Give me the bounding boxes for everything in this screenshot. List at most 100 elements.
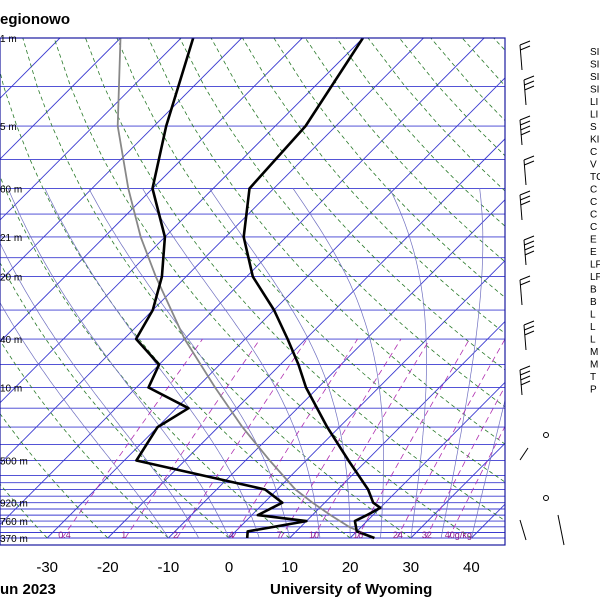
- moist-adiabat-line: [0, 301, 169, 539]
- wind-barb-feather: [520, 370, 531, 376]
- x-tick-label: -20: [97, 559, 119, 576]
- wind-barb-feather: [523, 75, 535, 81]
- wind-barb: [523, 324, 527, 351]
- index-label: SI: [590, 85, 599, 96]
- dry-adiabat-line: [242, 38, 505, 334]
- pressure-label: 500 m: [0, 457, 28, 468]
- dry-adiabat-line: [53, 38, 472, 539]
- index-label: LF: [590, 260, 600, 271]
- chart-frame: [0, 37, 506, 546]
- moist-adiabat-line: [440, 188, 484, 539]
- wind-barb-feather: [524, 245, 535, 251]
- plot-frame: [0, 37, 506, 546]
- mixing-ratio-line: [61, 338, 203, 539]
- wind-barb-feather: [520, 380, 531, 386]
- wind-barb-feather: [523, 155, 535, 161]
- isotherm-line: [349, 381, 505, 539]
- mixing-ratio-lines: [61, 338, 505, 539]
- isotherm-line: [410, 442, 505, 539]
- mixing-ratio-line: [356, 338, 470, 539]
- moist-adiabat-line: [0, 242, 200, 539]
- wind-barb-feather: [520, 125, 531, 131]
- dry-adiabat-line: [493, 38, 505, 51]
- wind-barb: [519, 279, 523, 306]
- wind-barb-feather: [519, 365, 531, 371]
- dry-adiabat-line: [525, 38, 600, 538]
- mixing-ratio-line: [425, 385, 505, 539]
- index-label: LI: [590, 97, 598, 108]
- x-tick-label: 10: [281, 559, 298, 576]
- pressure-label: 20 m: [0, 273, 22, 284]
- index-label: B: [590, 285, 597, 296]
- x-tick-label: 20: [342, 559, 359, 576]
- wind-barb-feather: [523, 235, 535, 241]
- index-label: L: [590, 322, 596, 333]
- x-tick-label: -10: [158, 559, 180, 576]
- dry-adiabat-line: [85, 38, 505, 522]
- index-label: M: [590, 360, 598, 371]
- wind-barb-feather: [520, 195, 531, 201]
- isotherm-line: [0, 38, 121, 160]
- pressure-label: 40 m: [0, 335, 22, 346]
- wind-barb: [519, 119, 523, 146]
- isotherm-line: [471, 503, 505, 539]
- isotherm-line: [0, 38, 243, 282]
- index-label: V: [590, 160, 597, 171]
- dry-adiabat-line: [22, 38, 412, 539]
- wind-barb-feather: [520, 130, 531, 136]
- isotherm-line: [0, 38, 303, 343]
- dry-adiabat-line: [399, 38, 505, 157]
- wind-barb-feather: [519, 115, 531, 121]
- isotherm-line: [289, 320, 505, 539]
- dry-adiabat-line: [0, 261, 230, 539]
- mixing-ratio-label: 4: [229, 530, 234, 540]
- wind-barb: [519, 519, 527, 541]
- wind-barb-feather: [524, 325, 535, 331]
- isotherm-line: [0, 38, 364, 404]
- isotherm-line: [0, 38, 182, 221]
- wind-barb-feather: [524, 250, 535, 256]
- dry-adiabat-line: [430, 38, 505, 122]
- isotherm-line: [228, 259, 505, 539]
- station-title: egionowo: [0, 11, 70, 28]
- moist-adiabat-line: [88, 188, 290, 539]
- index-label: C: [590, 210, 597, 221]
- index-label: L: [590, 310, 596, 321]
- wind-barb-feather: [524, 330, 535, 336]
- dry-adiabat-line: [116, 38, 505, 483]
- wind-barb: [519, 369, 523, 396]
- wind-barb-feather: [519, 190, 531, 196]
- wind-barb-feather: [524, 160, 535, 166]
- mixing-ratio-label: 7: [277, 530, 282, 540]
- dry-adiabat-line: [304, 38, 505, 263]
- mixing-ratio-label: 40g/kg: [445, 530, 472, 540]
- pressure-label: 370 m: [0, 534, 28, 545]
- dry-adiabat-line: [0, 412, 109, 539]
- temperature-profile-line: [242, 38, 382, 540]
- mixing-ratio-line: [124, 338, 261, 539]
- index-label: S: [590, 122, 597, 133]
- moist-adiabat-line: [471, 398, 505, 539]
- index-label: SI: [590, 72, 599, 83]
- index-label: C: [590, 185, 597, 196]
- calm-wind-circle: [543, 432, 549, 438]
- dry-adiabat-line: [336, 38, 505, 227]
- mixing-ratio-line: [448, 425, 505, 539]
- pressure-label: 1 m: [0, 34, 17, 45]
- calm-wind-circle: [543, 495, 549, 501]
- x-tick-label: -30: [36, 559, 58, 576]
- index-label: T: [590, 372, 596, 383]
- index-label: SI: [590, 60, 599, 71]
- pressure-axis-labels: 370 m 760 m 920 m 500 m 10 m 40 m 20 m 21 m 60 m…: [0, 34, 28, 545]
- index-label: C: [590, 147, 597, 158]
- mixing-ratio-line: [312, 338, 431, 539]
- isotherm-line: [168, 199, 505, 539]
- index-label: C: [590, 197, 597, 208]
- isotherm-line: [107, 138, 505, 539]
- moist-adiabat-line: [142, 188, 321, 539]
- wind-barb: [523, 79, 527, 106]
- wind-barb: [519, 44, 523, 71]
- mixing-ratio-line: [280, 338, 402, 539]
